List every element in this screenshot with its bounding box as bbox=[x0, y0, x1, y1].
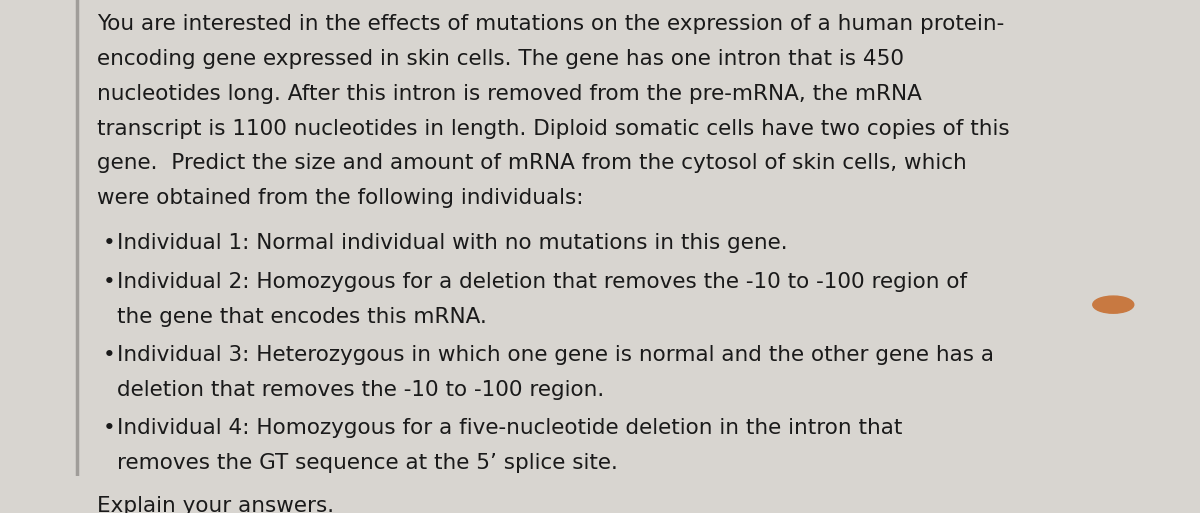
Text: •: • bbox=[102, 233, 115, 253]
Text: •: • bbox=[102, 345, 115, 365]
Text: Individual 2: Homozygous for a deletion that removes the -10 to -100 region of: Individual 2: Homozygous for a deletion … bbox=[118, 272, 967, 292]
Text: •: • bbox=[102, 272, 115, 292]
Circle shape bbox=[1093, 296, 1134, 313]
Text: •: • bbox=[102, 419, 115, 439]
Text: the gene that encodes this mRNA.: the gene that encodes this mRNA. bbox=[118, 307, 487, 327]
Text: Individual 4: Homozygous for a five-nucleotide deletion in the intron that: Individual 4: Homozygous for a five-nucl… bbox=[118, 419, 902, 439]
Text: nucleotides long. After this intron is removed from the pre-mRNA, the mRNA: nucleotides long. After this intron is r… bbox=[97, 84, 922, 104]
Text: Individual 3: Heterozygous in which one gene is normal and the other gene has a: Individual 3: Heterozygous in which one … bbox=[118, 345, 995, 365]
Text: Explain your answers.: Explain your answers. bbox=[97, 497, 334, 513]
Text: transcript is 1100 nucleotides in length. Diploid somatic cells have two copies : transcript is 1100 nucleotides in length… bbox=[97, 119, 1009, 139]
Text: were obtained from the following individuals:: were obtained from the following individ… bbox=[97, 188, 583, 208]
Text: You are interested in the effects of mutations on the expression of a human prot: You are interested in the effects of mut… bbox=[97, 14, 1004, 34]
Text: gene.  Predict the size and amount of mRNA from the cytosol of skin cells, which: gene. Predict the size and amount of mRN… bbox=[97, 153, 966, 173]
Text: deletion that removes the -10 to -100 region.: deletion that removes the -10 to -100 re… bbox=[118, 380, 605, 400]
Text: Individual 1: Normal individual with no mutations in this gene.: Individual 1: Normal individual with no … bbox=[118, 233, 788, 253]
Text: removes the GT sequence at the 5’ splice site.: removes the GT sequence at the 5’ splice… bbox=[118, 453, 618, 473]
Text: encoding gene expressed in skin cells. The gene has one intron that is 450: encoding gene expressed in skin cells. T… bbox=[97, 49, 904, 69]
